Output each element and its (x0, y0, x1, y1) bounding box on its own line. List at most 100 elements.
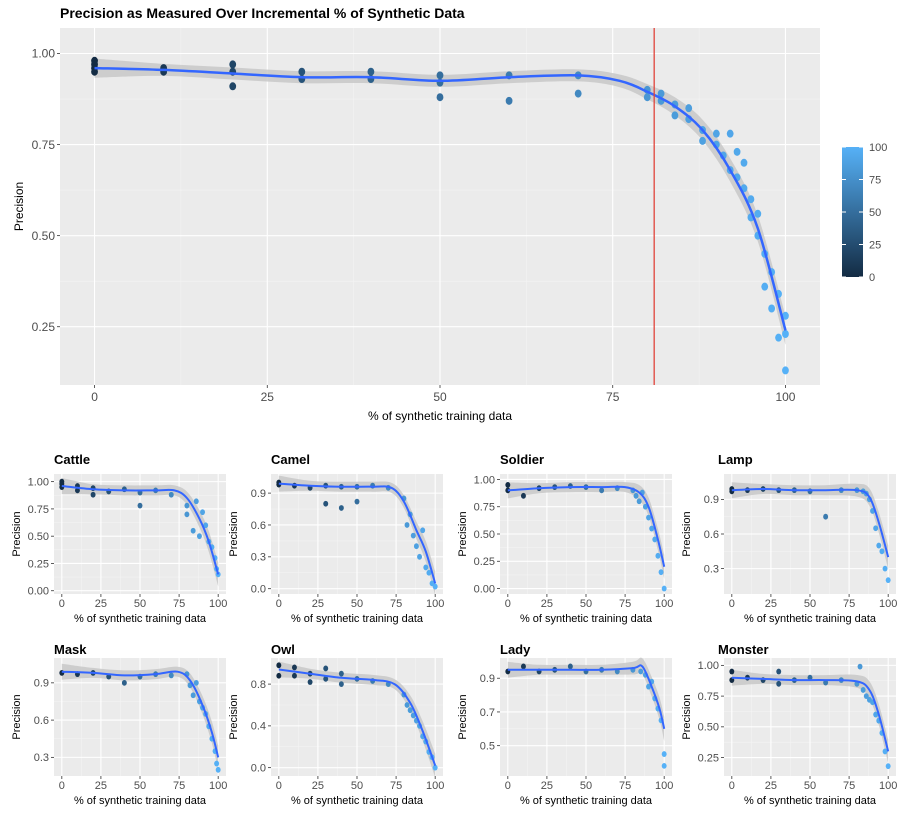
data-point (184, 511, 190, 518)
panel-camel: Camel 0 25 50 75 100 0.0 0.3 0.6 0.9 % of syntheti… (228, 452, 444, 625)
x-tick-label: 0 (59, 598, 65, 610)
data-point (432, 764, 438, 771)
data-point (91, 56, 98, 65)
smooth-line (278, 482, 437, 584)
data-point (276, 672, 282, 679)
x-tick-label: 100 (879, 780, 897, 792)
x-tick-label: 25 (312, 780, 324, 792)
y-tick-label: 1.00 (698, 660, 719, 672)
y-tick-label: 0.75 (32, 138, 56, 152)
y-tick-label: 0.7 (480, 707, 495, 719)
data-point (685, 104, 693, 113)
panel-lady: Lady 0 25 50 75 100 0.5 0.7 0.9 % of synthetic tr… (457, 642, 673, 807)
y-axis-label: Precision (12, 182, 26, 231)
x-tick-label: 75 (619, 598, 631, 610)
data-point (420, 527, 426, 534)
x-axis-label: % of synthetic training data (74, 613, 207, 625)
data-point (338, 505, 344, 511)
panel-title-lamp: Lamp (718, 452, 753, 467)
panel-main: Precision as Measured Over Incremental %… (12, 5, 887, 423)
data-point (782, 366, 789, 375)
data-point (823, 679, 829, 686)
data-point (754, 209, 762, 218)
data-point (229, 60, 237, 69)
data-point (876, 542, 882, 549)
x-tick-label: 0 (729, 780, 735, 792)
data-point (885, 763, 891, 770)
main-chart: Precision as Measured Over Incremental %… (12, 5, 887, 423)
x-tick-label: 25 (541, 780, 553, 792)
data-point (646, 683, 652, 690)
y-tick-label: 0.3 (704, 563, 719, 575)
data-point (184, 502, 190, 509)
x-tick-label: 100 (655, 598, 673, 610)
x-tick-label: 25 (765, 598, 777, 610)
legend-color-bar (842, 147, 863, 277)
y-tick-label: 0.8 (251, 679, 266, 691)
x-tick-label: 75 (390, 598, 402, 610)
x-axis-label: % of synthetic training data (291, 795, 424, 807)
data-point (90, 491, 96, 498)
y-tick-label: 0.75 (474, 502, 495, 514)
data-point (323, 665, 329, 672)
data-point (776, 668, 782, 675)
panel-mask: Mask 0 25 50 75 100 0.3 0.6 0.9 % of synthetic tr… (11, 642, 227, 807)
data-point (214, 760, 220, 767)
x-tick-label: 25 (95, 780, 107, 792)
y-tick-label: 0.6 (251, 520, 266, 532)
y-tick-label: 0.3 (251, 552, 266, 564)
x-tick-label: 0 (59, 780, 65, 792)
x-tick-label: 0 (505, 780, 511, 792)
y-tick-label: 0.5 (480, 741, 495, 753)
data-point (726, 129, 734, 138)
panel-soldier: Soldier 0 25 50 75 100 0.00 0.25 0.50 0.75 1.00 % o… (457, 452, 673, 625)
data-point (426, 569, 432, 576)
smooth-line (94, 66, 787, 331)
x-tick-label: 25 (765, 780, 777, 792)
data-point (636, 498, 642, 505)
panel-lamp: Lamp 0 25 50 75 100 0.3 0.6 0.9 % of synthetic tr… (681, 452, 897, 625)
data-point (423, 564, 429, 571)
data-point (761, 282, 769, 291)
panel-title-main: Precision as Measured Over Incremental %… (60, 5, 465, 21)
data-point (276, 662, 282, 669)
data-point (643, 93, 651, 102)
data-point (505, 482, 511, 488)
y-tick-label: 0.6 (704, 529, 719, 541)
x-tick-label: 25 (312, 598, 324, 610)
data-point (354, 498, 360, 505)
x-axis-label: % of synthetic training data (744, 613, 877, 625)
data-point (404, 522, 410, 528)
panel-title-monster: Monster (718, 642, 769, 657)
y-tick-label: 0.9 (704, 494, 719, 506)
panel-title-camel: Camel (271, 452, 310, 467)
x-tick-label: 25 (95, 598, 107, 610)
data-point (661, 762, 667, 769)
data-point (712, 129, 720, 138)
data-point (307, 679, 313, 685)
x-tick-label: 100 (879, 598, 897, 610)
data-point (661, 585, 667, 592)
data-point (638, 668, 644, 675)
x-tick-label: 75 (606, 390, 620, 404)
panel-owl: Owl 0 25 50 75 100 0.0 0.4 0.8 % of synthetic tra… (228, 642, 444, 807)
data-point (873, 525, 879, 532)
data-point (410, 532, 416, 539)
data-point (873, 711, 879, 718)
x-tick-label: 75 (843, 780, 855, 792)
data-point (860, 687, 866, 693)
y-tick-label: 0.25 (28, 558, 49, 570)
y-tick-label: 0.9 (34, 678, 49, 690)
data-point (190, 527, 196, 534)
y-tick-label: 0.50 (698, 722, 719, 734)
y-tick-label: 0.50 (32, 229, 56, 243)
x-axis-label: % of synthetic training data (520, 613, 653, 625)
x-tick-label: 100 (209, 780, 227, 792)
x-axis-label: % of synthetic training data (74, 795, 207, 807)
x-tick-label: 50 (804, 780, 816, 792)
data-point (196, 533, 202, 540)
data-point (436, 93, 444, 102)
data-point (168, 672, 174, 679)
x-tick-label: 75 (843, 598, 855, 610)
data-point (882, 748, 888, 755)
